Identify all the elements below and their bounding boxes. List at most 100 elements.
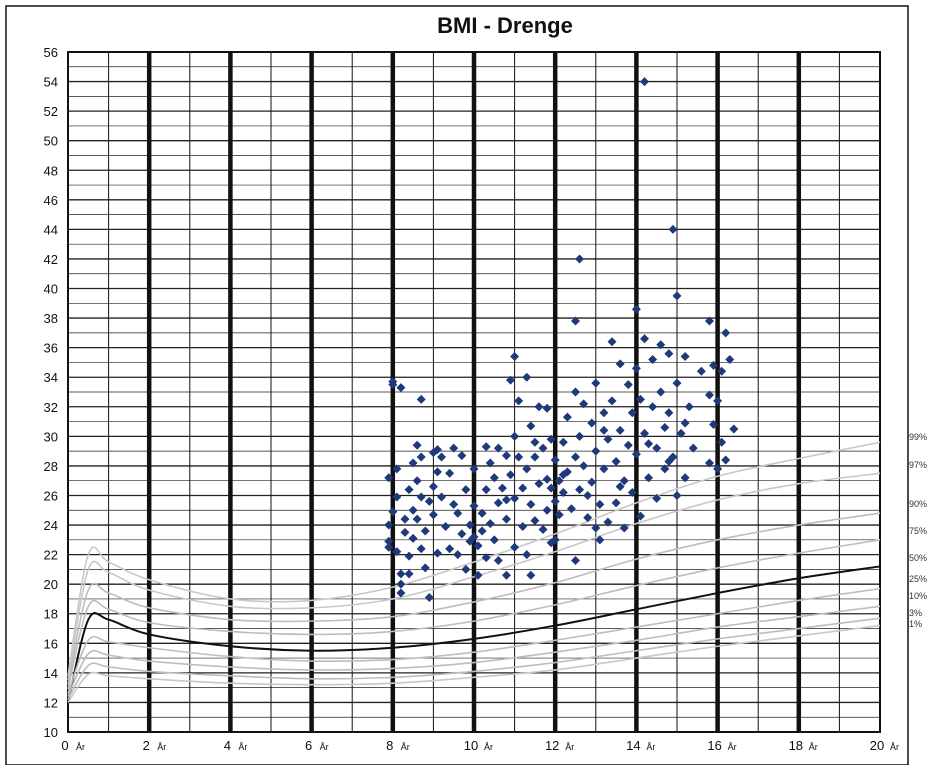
percentile-label: 99% <box>909 432 927 442</box>
data-point <box>400 527 410 537</box>
data-point <box>388 507 398 517</box>
data-point <box>591 378 601 388</box>
data-point <box>432 467 442 477</box>
data-point <box>493 498 503 508</box>
data-point <box>704 458 714 468</box>
data-point <box>506 470 516 480</box>
data-point <box>721 328 731 338</box>
data-point <box>514 452 524 462</box>
data-point <box>449 499 459 509</box>
percentile-curve <box>67 472 881 681</box>
data-point <box>416 394 426 404</box>
y-tick-label: 14 <box>44 666 58 681</box>
data-point <box>562 412 572 422</box>
data-point <box>542 474 552 484</box>
data-point <box>518 483 528 493</box>
data-point <box>412 440 422 450</box>
chart-background <box>5 5 909 766</box>
data-point <box>469 532 479 542</box>
data-point <box>648 402 658 412</box>
data-point <box>579 461 589 471</box>
data-point <box>607 396 617 406</box>
data-point <box>571 556 580 566</box>
data-point <box>558 437 568 447</box>
data-point <box>713 464 723 474</box>
data-point <box>396 569 406 579</box>
percentile-curve <box>67 617 881 700</box>
percentile-curve <box>67 565 881 703</box>
data-point <box>489 473 499 483</box>
data-point <box>457 451 467 461</box>
data-point <box>404 569 414 579</box>
data-point <box>688 443 698 453</box>
data-point <box>575 485 585 495</box>
data-point <box>571 316 580 326</box>
x-tick-unit: År <box>809 742 818 752</box>
data-point <box>631 363 641 373</box>
x-tick-unit: År <box>76 742 85 752</box>
data-point <box>404 551 414 561</box>
y-tick-label: 52 <box>44 104 58 119</box>
data-point <box>579 399 589 409</box>
data-point <box>400 514 410 524</box>
data-point <box>587 477 597 487</box>
data-point <box>672 291 682 301</box>
percentile-label: 75% <box>909 526 927 536</box>
data-point <box>510 493 520 503</box>
data-point <box>428 482 438 492</box>
y-tick-label: 28 <box>44 459 58 474</box>
data-point <box>453 508 463 518</box>
data-point <box>530 437 540 447</box>
data-point <box>721 455 731 465</box>
x-tick-unit: År <box>565 742 574 752</box>
data-point <box>729 424 739 434</box>
x-tick-label: 18 <box>789 738 803 753</box>
data-point <box>424 496 434 506</box>
y-tick-label: 26 <box>44 488 58 503</box>
data-point <box>534 479 544 489</box>
y-tick-label: 24 <box>44 518 58 533</box>
data-point <box>725 354 735 364</box>
data-point <box>709 420 719 430</box>
data-point <box>522 550 532 560</box>
percentile-label: 25% <box>909 574 927 584</box>
data-point <box>615 482 625 492</box>
data-point <box>558 470 568 480</box>
data-point <box>416 452 426 462</box>
data-point <box>453 550 463 560</box>
percentile-label: 3% <box>909 608 922 618</box>
data-point <box>526 570 536 580</box>
data-point <box>396 579 406 589</box>
data-point <box>465 520 475 530</box>
data-point <box>412 476 422 486</box>
data-point <box>631 304 641 314</box>
x-tick-unit: År <box>401 742 410 752</box>
data-point <box>696 366 706 376</box>
data-point <box>571 452 580 462</box>
x-tick-label: 4 <box>224 738 231 753</box>
x-tick-label: 0 <box>61 738 68 753</box>
data-point <box>640 334 650 344</box>
x-tick-label: 16 <box>707 738 721 753</box>
data-point <box>408 505 418 515</box>
x-tick-unit: År <box>484 742 493 752</box>
data-point <box>432 548 442 558</box>
y-tick-label: 46 <box>44 193 58 208</box>
data-point <box>603 517 613 527</box>
data-point <box>713 396 723 406</box>
data-point <box>445 468 455 478</box>
data-point <box>481 485 491 495</box>
data-point <box>388 380 398 390</box>
percentile-curve <box>67 512 881 685</box>
x-tick-label: 14 <box>626 738 640 753</box>
data-point <box>640 428 650 438</box>
x-tick-label: 12 <box>545 738 559 753</box>
x-tick-label: 20 <box>870 738 884 753</box>
chart-title: BMI - Drenge <box>437 13 573 38</box>
y-tick-label: 34 <box>44 370 58 385</box>
data-point <box>550 496 560 506</box>
y-tick-label: 42 <box>44 252 58 267</box>
data-point <box>392 547 402 557</box>
data-point <box>680 418 690 428</box>
